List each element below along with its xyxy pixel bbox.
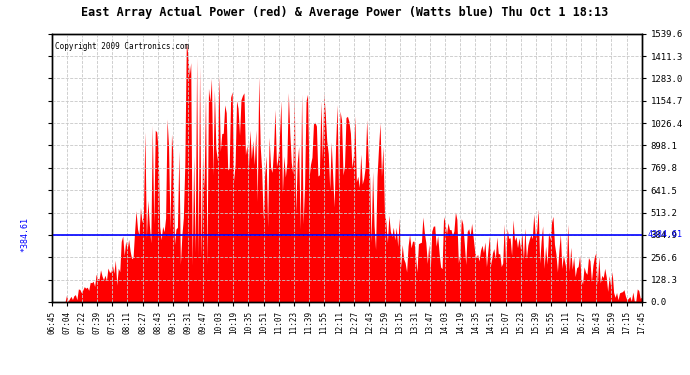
Text: East Array Actual Power (red) & Average Power (Watts blue) Thu Oct 1 18:13: East Array Actual Power (red) & Average … <box>81 6 609 19</box>
Text: 4384.61: 4384.61 <box>648 230 682 239</box>
Text: *384.61: *384.61 <box>21 217 30 252</box>
Text: Copyright 2009 Cartronics.com: Copyright 2009 Cartronics.com <box>55 42 189 51</box>
